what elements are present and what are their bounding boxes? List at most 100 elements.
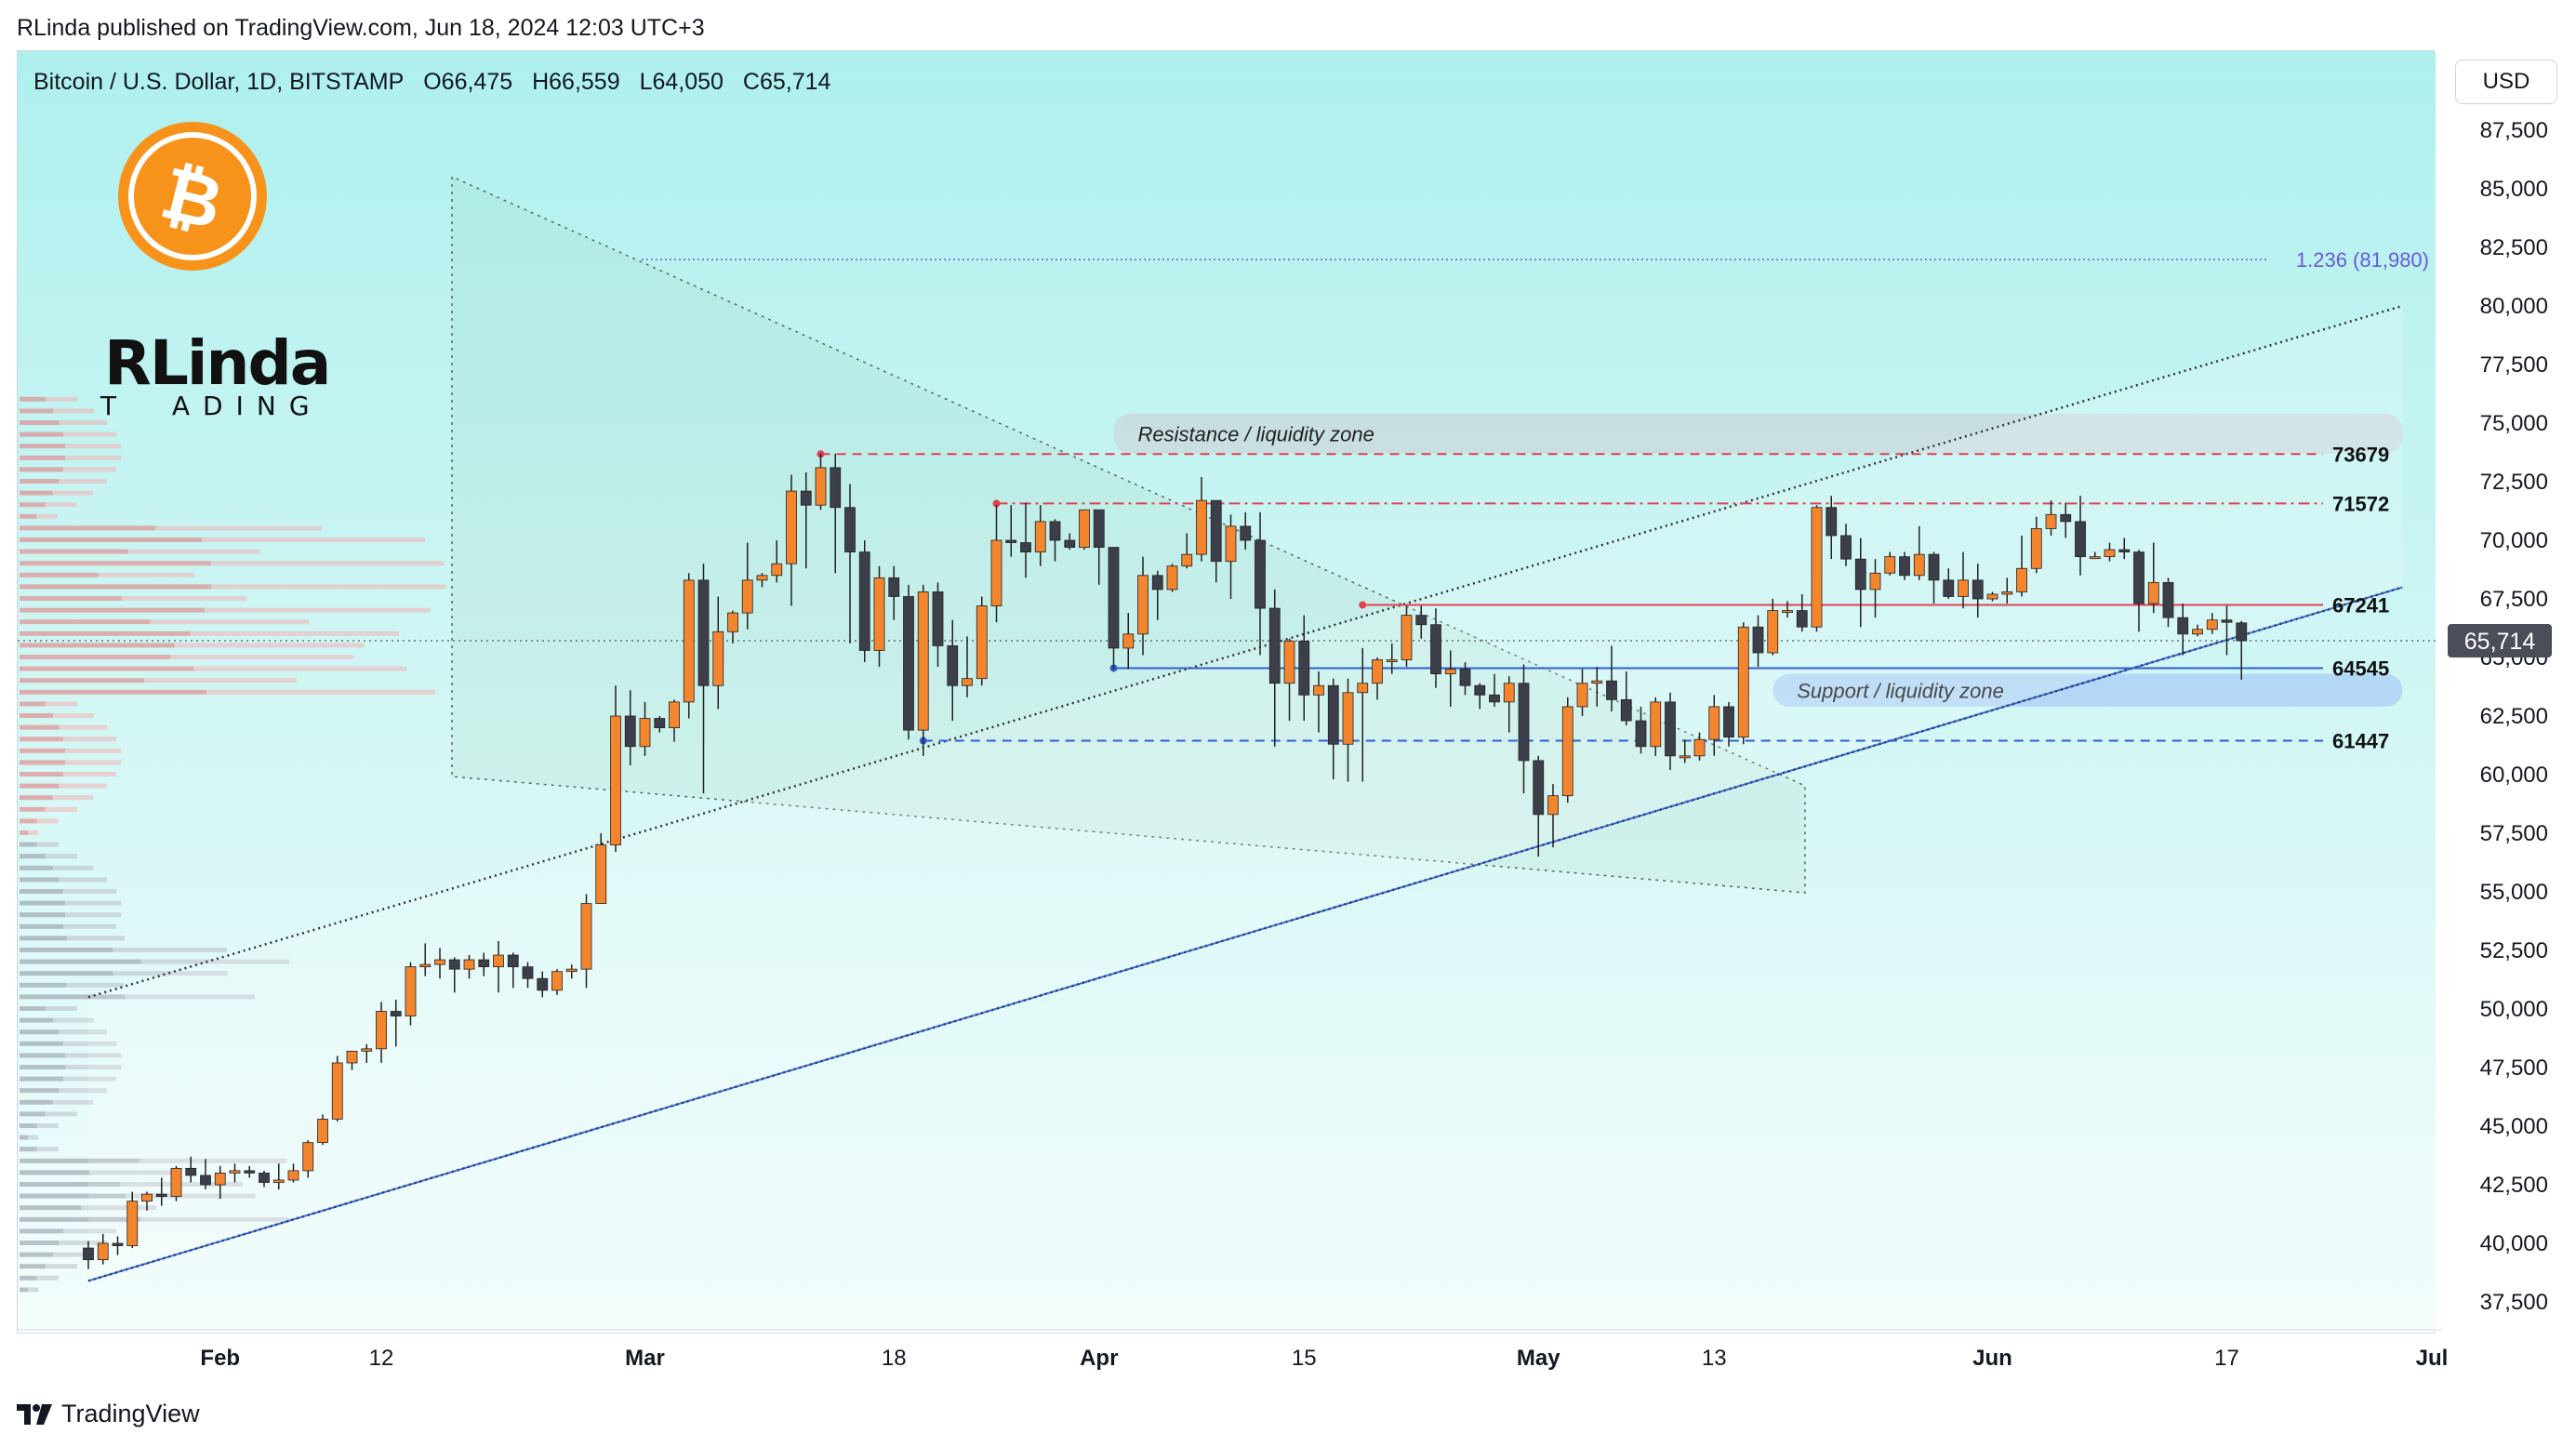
time-axis-label: 17 (2214, 1346, 2239, 1371)
candle (1020, 502, 1031, 578)
candle-body (1108, 547, 1120, 649)
candle-body (448, 959, 460, 970)
candle (2192, 624, 2203, 637)
resistance-zone-label: Resistance / liquidity zone (1138, 422, 1374, 445)
candle (2016, 535, 2027, 597)
candle (1561, 697, 1573, 803)
candle (815, 453, 827, 511)
candle-body (2177, 617, 2189, 635)
volume-profile-bar (45, 854, 78, 859)
volume-profile-bar (20, 431, 63, 437)
volume-profile-bar (59, 724, 108, 730)
candle (1034, 505, 1046, 566)
candle (1782, 601, 1793, 618)
candle (361, 1043, 373, 1063)
volume-profile-bar (52, 713, 94, 718)
candle (1313, 671, 1324, 733)
candle (1650, 697, 1662, 756)
candle (112, 1236, 124, 1255)
volume-profile-bar (36, 1275, 59, 1281)
candle (463, 955, 475, 979)
volume-profile-bar (52, 490, 94, 496)
candle-body (463, 959, 475, 970)
volume-profile-bar (53, 408, 95, 414)
candle (1489, 673, 1500, 707)
volume-profile-bar (20, 444, 66, 449)
volume-profile-bar (20, 619, 151, 625)
volume-profile-bar (20, 737, 63, 742)
candle (331, 1055, 343, 1122)
candle (669, 699, 680, 742)
candle (1767, 599, 1779, 656)
volume-profile-bar (20, 994, 126, 1000)
candle-body (2221, 619, 2233, 623)
candle-body (873, 577, 885, 651)
volume-profile-bar (20, 865, 53, 870)
candle (1386, 643, 1398, 674)
candle (741, 542, 753, 630)
candle (1913, 525, 1925, 580)
candle-body (2236, 622, 2248, 642)
level-anchor-67241 (1359, 601, 1367, 609)
candle (1576, 669, 1588, 716)
volume-profile-bar (20, 1065, 66, 1069)
volume-profile-bar (155, 525, 322, 531)
candle (1474, 683, 1486, 710)
candle (1210, 499, 1222, 583)
candle-body (214, 1173, 226, 1186)
candle (1811, 505, 1823, 632)
candle (2089, 551, 2101, 560)
candle-body (478, 959, 490, 968)
currency-button[interactable]: USD (2455, 60, 2557, 104)
symbol-name[interactable]: Bitcoin / U.S. Dollar, 1D, BITSTAMP (33, 69, 405, 95)
candle (1049, 519, 1061, 562)
candle (1665, 692, 1676, 770)
candle (1240, 511, 1252, 551)
candle-body (1372, 659, 1383, 684)
candle-body (434, 959, 445, 965)
level-label-61447: 61447 (2332, 730, 2389, 753)
volume-profile-bar (193, 666, 407, 671)
volume-profile-bar (65, 444, 122, 449)
volume-profile-bar (46, 396, 78, 402)
candle (83, 1241, 94, 1269)
volume-profile-bar (20, 561, 211, 566)
volume-profile-bar (20, 631, 191, 636)
candle (756, 573, 768, 588)
candle-body (727, 612, 738, 632)
volume-profile-bar (20, 513, 37, 519)
tradingview-footer[interactable]: TradingView (17, 1400, 200, 1428)
volume-profile-bar (20, 830, 29, 835)
candle (947, 619, 959, 722)
candle-body (917, 591, 929, 731)
candle-body (1665, 701, 1676, 757)
candle (610, 685, 621, 853)
candle (1796, 593, 1808, 632)
candle (1899, 551, 1910, 580)
candle-body (669, 701, 680, 729)
volume-profile-bar (52, 795, 94, 801)
price-axis: 87,500 85,000 82,500 80,000 77,500 75,000 72,5… (2436, 51, 2566, 1330)
volume-profile-bar (20, 1275, 37, 1281)
candle-body (1283, 640, 1295, 684)
price-axis-label: 50,000 (2480, 997, 2548, 1022)
candle (1415, 605, 1427, 639)
candle (962, 636, 973, 697)
volume-profile-bar (20, 912, 66, 918)
price-axis-label: 57,500 (2480, 821, 2548, 846)
candle (1064, 533, 1076, 551)
candle (1122, 613, 1135, 670)
candle-body (2133, 551, 2144, 604)
candle (1693, 732, 1706, 761)
level-label-67241: 67241 (2332, 594, 2389, 617)
chart-drawings: Resistance / liquidity zone Support / liq… (18, 175, 2436, 1282)
candle (697, 564, 710, 794)
price-axis-label: 85,000 (2480, 177, 2548, 202)
candle-body (1342, 692, 1354, 745)
volume-profile-bar (20, 525, 156, 531)
candle-body (1020, 542, 1031, 553)
candle-body (2147, 581, 2159, 604)
candle-body (2060, 513, 2072, 523)
volume-profile-bar (20, 490, 53, 496)
